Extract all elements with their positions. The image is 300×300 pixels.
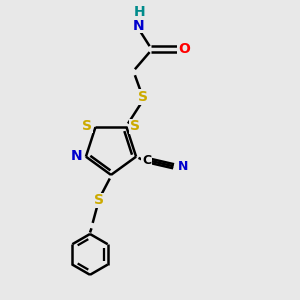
Text: O: O [178,42,190,56]
Text: S: S [138,90,148,104]
Text: S: S [82,118,92,133]
Text: H: H [134,4,146,19]
Text: C: C [142,154,151,167]
Text: S: S [130,119,140,133]
Text: N: N [71,149,83,163]
Text: N: N [133,19,144,33]
Text: N: N [177,160,188,173]
Text: S: S [94,194,104,207]
